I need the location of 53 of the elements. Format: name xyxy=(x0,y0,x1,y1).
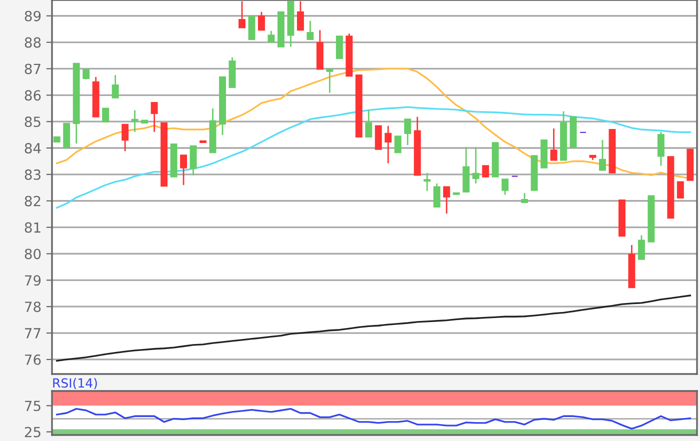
y-tick-label: 89 xyxy=(24,10,41,22)
candlestick xyxy=(472,146,480,184)
y-tick-label: 78 xyxy=(25,302,41,312)
y-tick-label: 82 xyxy=(24,196,40,206)
y-tick-label: 88 xyxy=(24,37,41,48)
y-tick-label: 79 xyxy=(25,275,41,286)
y-tick-label: 81 xyxy=(24,222,40,233)
candlestick xyxy=(336,36,343,59)
candlestick xyxy=(365,110,372,138)
candlestick xyxy=(599,139,606,171)
candlestick xyxy=(433,182,440,208)
y-tick-label: 85 xyxy=(24,116,40,128)
candlestick xyxy=(394,136,402,154)
candlestick xyxy=(248,16,256,40)
candlestick xyxy=(258,11,265,31)
candlestick xyxy=(268,30,275,42)
candlestick xyxy=(131,110,138,133)
candlestick xyxy=(424,172,431,192)
y-tick-label: 76 xyxy=(25,354,41,365)
line-series xyxy=(56,294,692,362)
candlestick xyxy=(122,124,129,152)
candlestick xyxy=(550,128,558,161)
candlestick xyxy=(657,131,664,166)
candlestick xyxy=(521,192,528,204)
candlestick xyxy=(502,178,509,196)
line-series xyxy=(56,106,692,209)
candlestick xyxy=(443,186,450,214)
candlestick xyxy=(676,181,684,199)
line-series xyxy=(56,408,692,430)
candlestick xyxy=(404,118,412,146)
y-tick-label: 86 xyxy=(24,90,41,101)
y-tick-label: 25 xyxy=(24,426,40,438)
candlestick xyxy=(306,20,314,40)
candlestick xyxy=(384,125,392,164)
candlestick xyxy=(374,125,382,150)
candlestick xyxy=(180,154,188,186)
candlestick xyxy=(190,145,197,176)
y-tick-label: 75 xyxy=(25,400,40,412)
candlestick xyxy=(326,68,334,94)
candlestick xyxy=(150,102,158,133)
candlestick xyxy=(296,0,304,31)
candlestick xyxy=(112,74,119,98)
candlestick xyxy=(238,0,246,28)
y-tick-label: 77 xyxy=(25,328,40,338)
y-tick-label: 80 xyxy=(24,248,41,260)
candlestick xyxy=(82,68,90,80)
candlestick xyxy=(482,165,490,178)
y-tick-label: 83 xyxy=(24,169,40,180)
candlestick xyxy=(638,234,645,260)
y-tick-label: 84 xyxy=(24,142,41,154)
y-tick-label: 87 xyxy=(24,64,40,74)
series-label: RSI(14) xyxy=(53,378,97,390)
candlestick xyxy=(102,108,110,122)
